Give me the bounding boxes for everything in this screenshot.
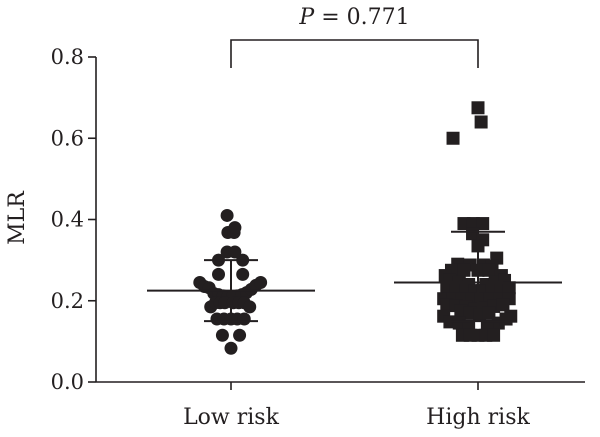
p-value: = 0.771 <box>314 5 409 30</box>
x-tick-label: Low risk <box>183 405 280 430</box>
p-symbol: P <box>298 5 315 30</box>
data-point <box>237 312 251 326</box>
data-point <box>457 263 471 277</box>
data-point <box>496 298 510 312</box>
data-point <box>215 328 229 342</box>
data-point <box>228 221 242 235</box>
p-value-label: P = 0.771 <box>298 5 409 30</box>
y-axis: 0.0 0.2 0.4 0.6 0.8 <box>51 45 97 394</box>
y-tick-label: 0.0 <box>51 370 84 394</box>
data-point <box>212 267 226 281</box>
data-point <box>466 227 480 241</box>
data-point <box>487 328 501 342</box>
data-point <box>482 306 496 320</box>
data-point <box>228 245 242 259</box>
y-tick-label: 0.2 <box>51 289 84 313</box>
data-point <box>476 217 490 231</box>
data-point <box>220 208 234 222</box>
y-tick-label: 0.4 <box>51 208 84 232</box>
data-point <box>499 312 513 326</box>
data-point <box>254 275 268 289</box>
y-tick-label: 0.6 <box>51 126 84 150</box>
mean-sd-lines <box>147 230 562 323</box>
data-points <box>193 101 518 355</box>
data-point <box>243 300 257 314</box>
data-point <box>446 131 460 145</box>
data-point <box>482 263 496 277</box>
significance-annotation: P = 0.771 <box>230 5 479 68</box>
x-tick-label: High risk <box>426 405 530 430</box>
y-axis-label: MLR <box>5 190 30 245</box>
data-point <box>474 115 488 129</box>
y-tick-label: 0.8 <box>51 45 84 69</box>
data-point <box>471 101 485 115</box>
data-point <box>502 281 516 295</box>
x-axis: Low risk High risk <box>96 381 585 430</box>
significance-bracket <box>230 39 479 68</box>
data-point <box>233 328 247 342</box>
data-point <box>224 341 238 355</box>
data-point <box>236 267 250 281</box>
